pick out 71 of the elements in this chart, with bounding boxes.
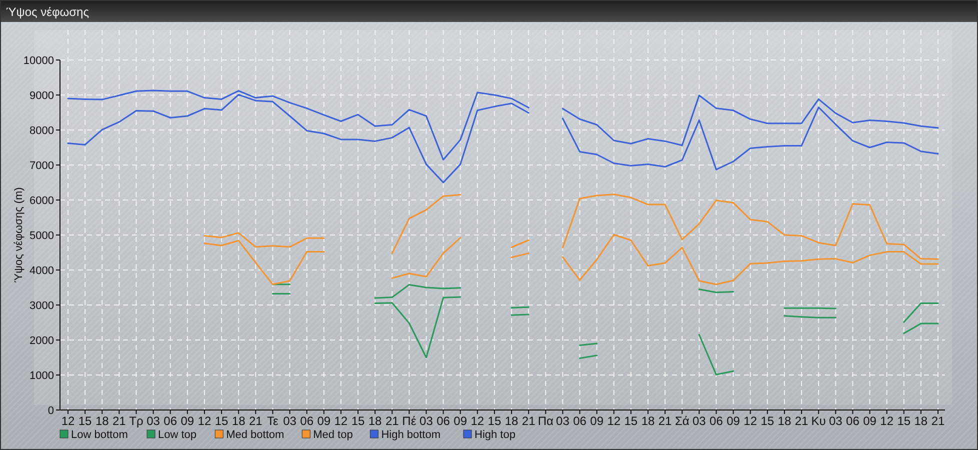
legend-label: Low top bbox=[158, 429, 197, 441]
x-tick-label: 18 bbox=[641, 414, 655, 428]
x-tick-label: 06 bbox=[573, 414, 587, 428]
x-tick-label: 15 bbox=[488, 414, 502, 428]
x-tick-label: 03 bbox=[146, 414, 160, 428]
y-tick-label: 4000 bbox=[30, 264, 54, 277]
legend-label: Med bottom bbox=[226, 429, 284, 441]
x-tick-label: 18 bbox=[368, 414, 382, 428]
x-tick-label: 09 bbox=[726, 414, 740, 428]
x-tick-label: 15 bbox=[351, 414, 365, 428]
x-tick-label: 12 bbox=[470, 414, 484, 428]
x-tick-label: 21 bbox=[658, 414, 672, 428]
x-tick-label: 06 bbox=[164, 414, 178, 428]
y-tick-label: 1000 bbox=[30, 370, 54, 382]
x-tick-label: 12 bbox=[334, 414, 348, 428]
x-tick-label: 03 bbox=[556, 414, 570, 428]
x-tick-label: 03 bbox=[420, 414, 434, 428]
y-tick-label: 2000 bbox=[30, 334, 54, 347]
y-tick-label: 5000 bbox=[30, 230, 54, 242]
y-axis-title: Ύψος νέφωσης (m) bbox=[13, 187, 25, 283]
x-tick-label: 18 bbox=[914, 414, 928, 428]
x-tick-label: Πα bbox=[538, 414, 554, 428]
x-tick-label: 18 bbox=[232, 414, 246, 428]
x-tick-label: 15 bbox=[78, 414, 92, 428]
x-tick-label: 21 bbox=[794, 414, 809, 428]
x-tick-label: 09 bbox=[180, 414, 194, 428]
x-tick-label: 09 bbox=[454, 414, 468, 428]
x-tick-label: 15 bbox=[214, 414, 229, 428]
y-tick-label: 6000 bbox=[30, 194, 54, 207]
x-tick-label: 12 bbox=[198, 414, 212, 428]
x-tick-label: 21 bbox=[522, 414, 536, 428]
y-tick-label: 0 bbox=[48, 404, 54, 417]
x-tick-label: 03 bbox=[692, 414, 706, 428]
legend-label: High bottom bbox=[381, 429, 441, 441]
x-tick-label: 06 bbox=[710, 414, 724, 428]
x-tick-label: 12 bbox=[607, 414, 621, 428]
x-tick-label: 03 bbox=[283, 414, 297, 428]
x-tick-label: 06 bbox=[300, 414, 314, 428]
x-tick-label: 21 bbox=[931, 414, 945, 428]
x-tick-label: 06 bbox=[436, 414, 450, 428]
x-tick-label: 12 bbox=[744, 414, 758, 428]
x-tick-label: Σά bbox=[674, 414, 690, 428]
x-tick-label: 21 bbox=[112, 414, 126, 428]
x-tick-label: 15 bbox=[897, 414, 911, 428]
y-tick-label: 3000 bbox=[30, 300, 54, 312]
x-tick-label: Τρ bbox=[129, 414, 144, 428]
legend-label: High top bbox=[474, 429, 516, 441]
x-tick-label: 09 bbox=[863, 414, 877, 428]
legend-label: Med top bbox=[313, 429, 353, 441]
y-tick-label: 7000 bbox=[30, 160, 54, 172]
x-tick-label: 09 bbox=[317, 414, 331, 428]
x-tick-label: 21 bbox=[385, 414, 400, 428]
x-tick-label: 15 bbox=[624, 414, 638, 428]
x-tick-label: 03 bbox=[828, 414, 843, 428]
chart-title: Ύψος νέφωσης bbox=[6, 5, 90, 19]
y-tick-label: 8000 bbox=[30, 124, 54, 137]
x-tick-label: 09 bbox=[590, 414, 604, 428]
y-tick-label: 10000 bbox=[23, 54, 54, 67]
x-tick-label: 18 bbox=[504, 414, 519, 428]
x-tick-label: Τε bbox=[267, 414, 280, 428]
x-tick-label: 15 bbox=[760, 414, 774, 428]
x-tick-label: Πέ bbox=[402, 414, 417, 428]
x-tick-label: 06 bbox=[846, 414, 860, 428]
legend-label: Low bottom bbox=[71, 429, 128, 441]
x-tick-label: 12 bbox=[880, 414, 894, 428]
x-tick-label: 18 bbox=[95, 414, 110, 428]
x-tick-label: 12 bbox=[61, 414, 75, 428]
x-tick-label: 18 bbox=[778, 414, 792, 428]
y-tick-label: 9000 bbox=[30, 90, 54, 102]
x-tick-label: 21 bbox=[248, 414, 263, 428]
x-tick-label: Κυ bbox=[811, 414, 826, 428]
